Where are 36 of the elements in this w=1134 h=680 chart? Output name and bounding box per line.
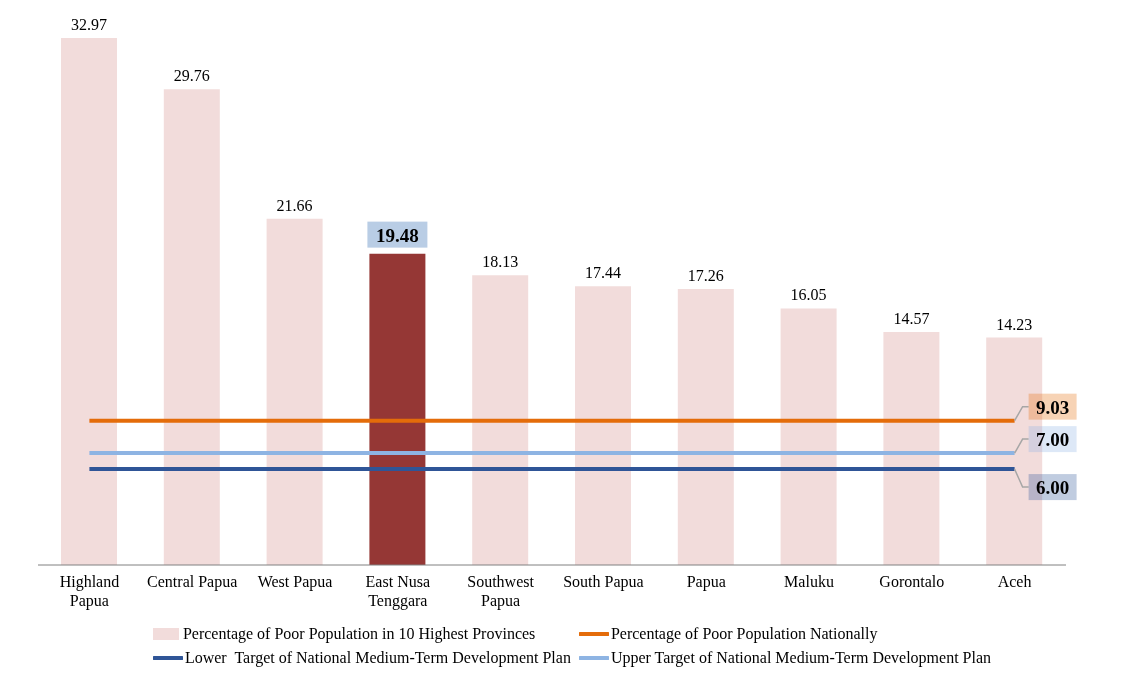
x-tick-label: Highland Papua (59, 573, 120, 610)
bar (883, 332, 940, 565)
bar (677, 289, 734, 565)
data-label: 29.76 (173, 67, 210, 85)
bar (61, 38, 117, 565)
data-label: 6.00 (1035, 477, 1070, 499)
bar (266, 218, 323, 565)
data-label: 17.26 (687, 267, 724, 285)
x-tick-label: South Papua (563, 573, 644, 591)
bar (575, 286, 631, 565)
data-label: 21.66 (276, 196, 313, 214)
legend-label: Percentage of Poor Population Nationally (610, 625, 878, 643)
data-label: 19.48 (376, 224, 419, 246)
x-tick-label: West Papua (257, 573, 333, 591)
data-label: 14.23 (996, 315, 1033, 333)
data-label: 17.44 (585, 264, 621, 282)
legend-label: Upper Target of National Medium-Term Development Plan (610, 649, 992, 667)
x-tick-label: Southwest Papua (467, 573, 535, 610)
bar (472, 275, 529, 565)
legend-label: Lower Target of National Medium-Term Development Plan (184, 649, 571, 667)
data-label: 32.97 (71, 16, 107, 33)
x-tick-label: Central Papua (147, 573, 238, 591)
data-label: 18.13 (482, 253, 519, 271)
legend-label: Percentage of Poor Population in 10 Highest Provinces (182, 625, 536, 643)
x-tick-label: Aceh (997, 573, 1032, 590)
data-label: 9.03 (1035, 396, 1070, 418)
data-label: 7.00 (1035, 429, 1070, 451)
data-label: 14.57 (893, 310, 930, 328)
x-tick-label: Maluku (784, 573, 834, 590)
bar (780, 308, 837, 565)
x-tick-label: Papua (686, 573, 726, 591)
x-tick-label: East Nusa Tenggara (365, 573, 431, 610)
bar (369, 253, 426, 565)
data-label: 16.05 (790, 286, 827, 304)
bar (163, 89, 220, 565)
x-tick-label: Gorontalo (879, 573, 945, 590)
